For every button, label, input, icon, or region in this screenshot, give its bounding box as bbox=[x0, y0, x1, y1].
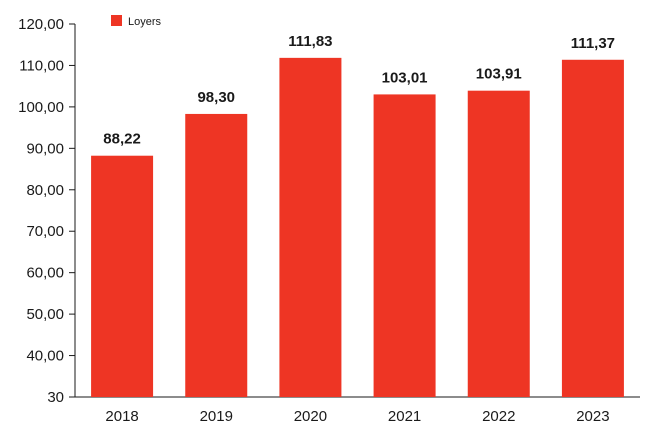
y-tick-label: 30 bbox=[47, 389, 64, 406]
y-tick-label: 40,00 bbox=[26, 348, 64, 365]
bar-2022 bbox=[467, 90, 530, 397]
x-tick-label: 2021 bbox=[388, 408, 421, 423]
data-label: 111,37 bbox=[571, 35, 615, 52]
y-tick-label: 120,00 bbox=[18, 16, 64, 33]
data-label: 88,22 bbox=[103, 131, 141, 148]
y-tick-label: 50,00 bbox=[26, 306, 64, 323]
y-tick-label: 110,00 bbox=[19, 57, 64, 74]
y-tick-label: 100,00 bbox=[18, 99, 64, 116]
x-tick-label: 2018 bbox=[105, 408, 138, 423]
bar-2020 bbox=[279, 57, 342, 398]
data-labels: 88,22 98,30 111,83 103,01 103,91 111,37 bbox=[103, 33, 615, 148]
bar-2021 bbox=[373, 94, 436, 397]
legend-label-loyers: Loyers bbox=[128, 16, 162, 28]
legend: Loyers bbox=[111, 15, 162, 28]
x-tick-label: 2020 bbox=[294, 408, 327, 423]
y-tick-label: 80,00 bbox=[26, 182, 64, 199]
x-tick-label: 2022 bbox=[482, 408, 515, 423]
legend-swatch bbox=[111, 15, 122, 26]
data-label: 98,30 bbox=[197, 89, 235, 106]
bar-2018 bbox=[91, 155, 154, 397]
x-tick-label: 2023 bbox=[576, 408, 609, 423]
data-label: 103,01 bbox=[382, 69, 428, 86]
y-tick-label: 90,00 bbox=[26, 140, 64, 157]
bar-2023 bbox=[561, 59, 624, 398]
x-tick-label: 2019 bbox=[200, 408, 233, 423]
y-tick-label: 60,00 bbox=[26, 265, 64, 282]
x-axis-ticks: 2018 2019 2020 2021 2022 2023 bbox=[105, 408, 609, 423]
data-label: 111,83 bbox=[288, 33, 332, 50]
data-label: 103,91 bbox=[476, 66, 522, 83]
y-tick-label: 70,00 bbox=[26, 223, 64, 240]
y-axis-ticks: 30 40,00 50,00 60,00 70,00 80,00 90,00 100,00 11… bbox=[18, 16, 75, 406]
bar-2019 bbox=[185, 113, 248, 397]
bars bbox=[91, 57, 624, 398]
